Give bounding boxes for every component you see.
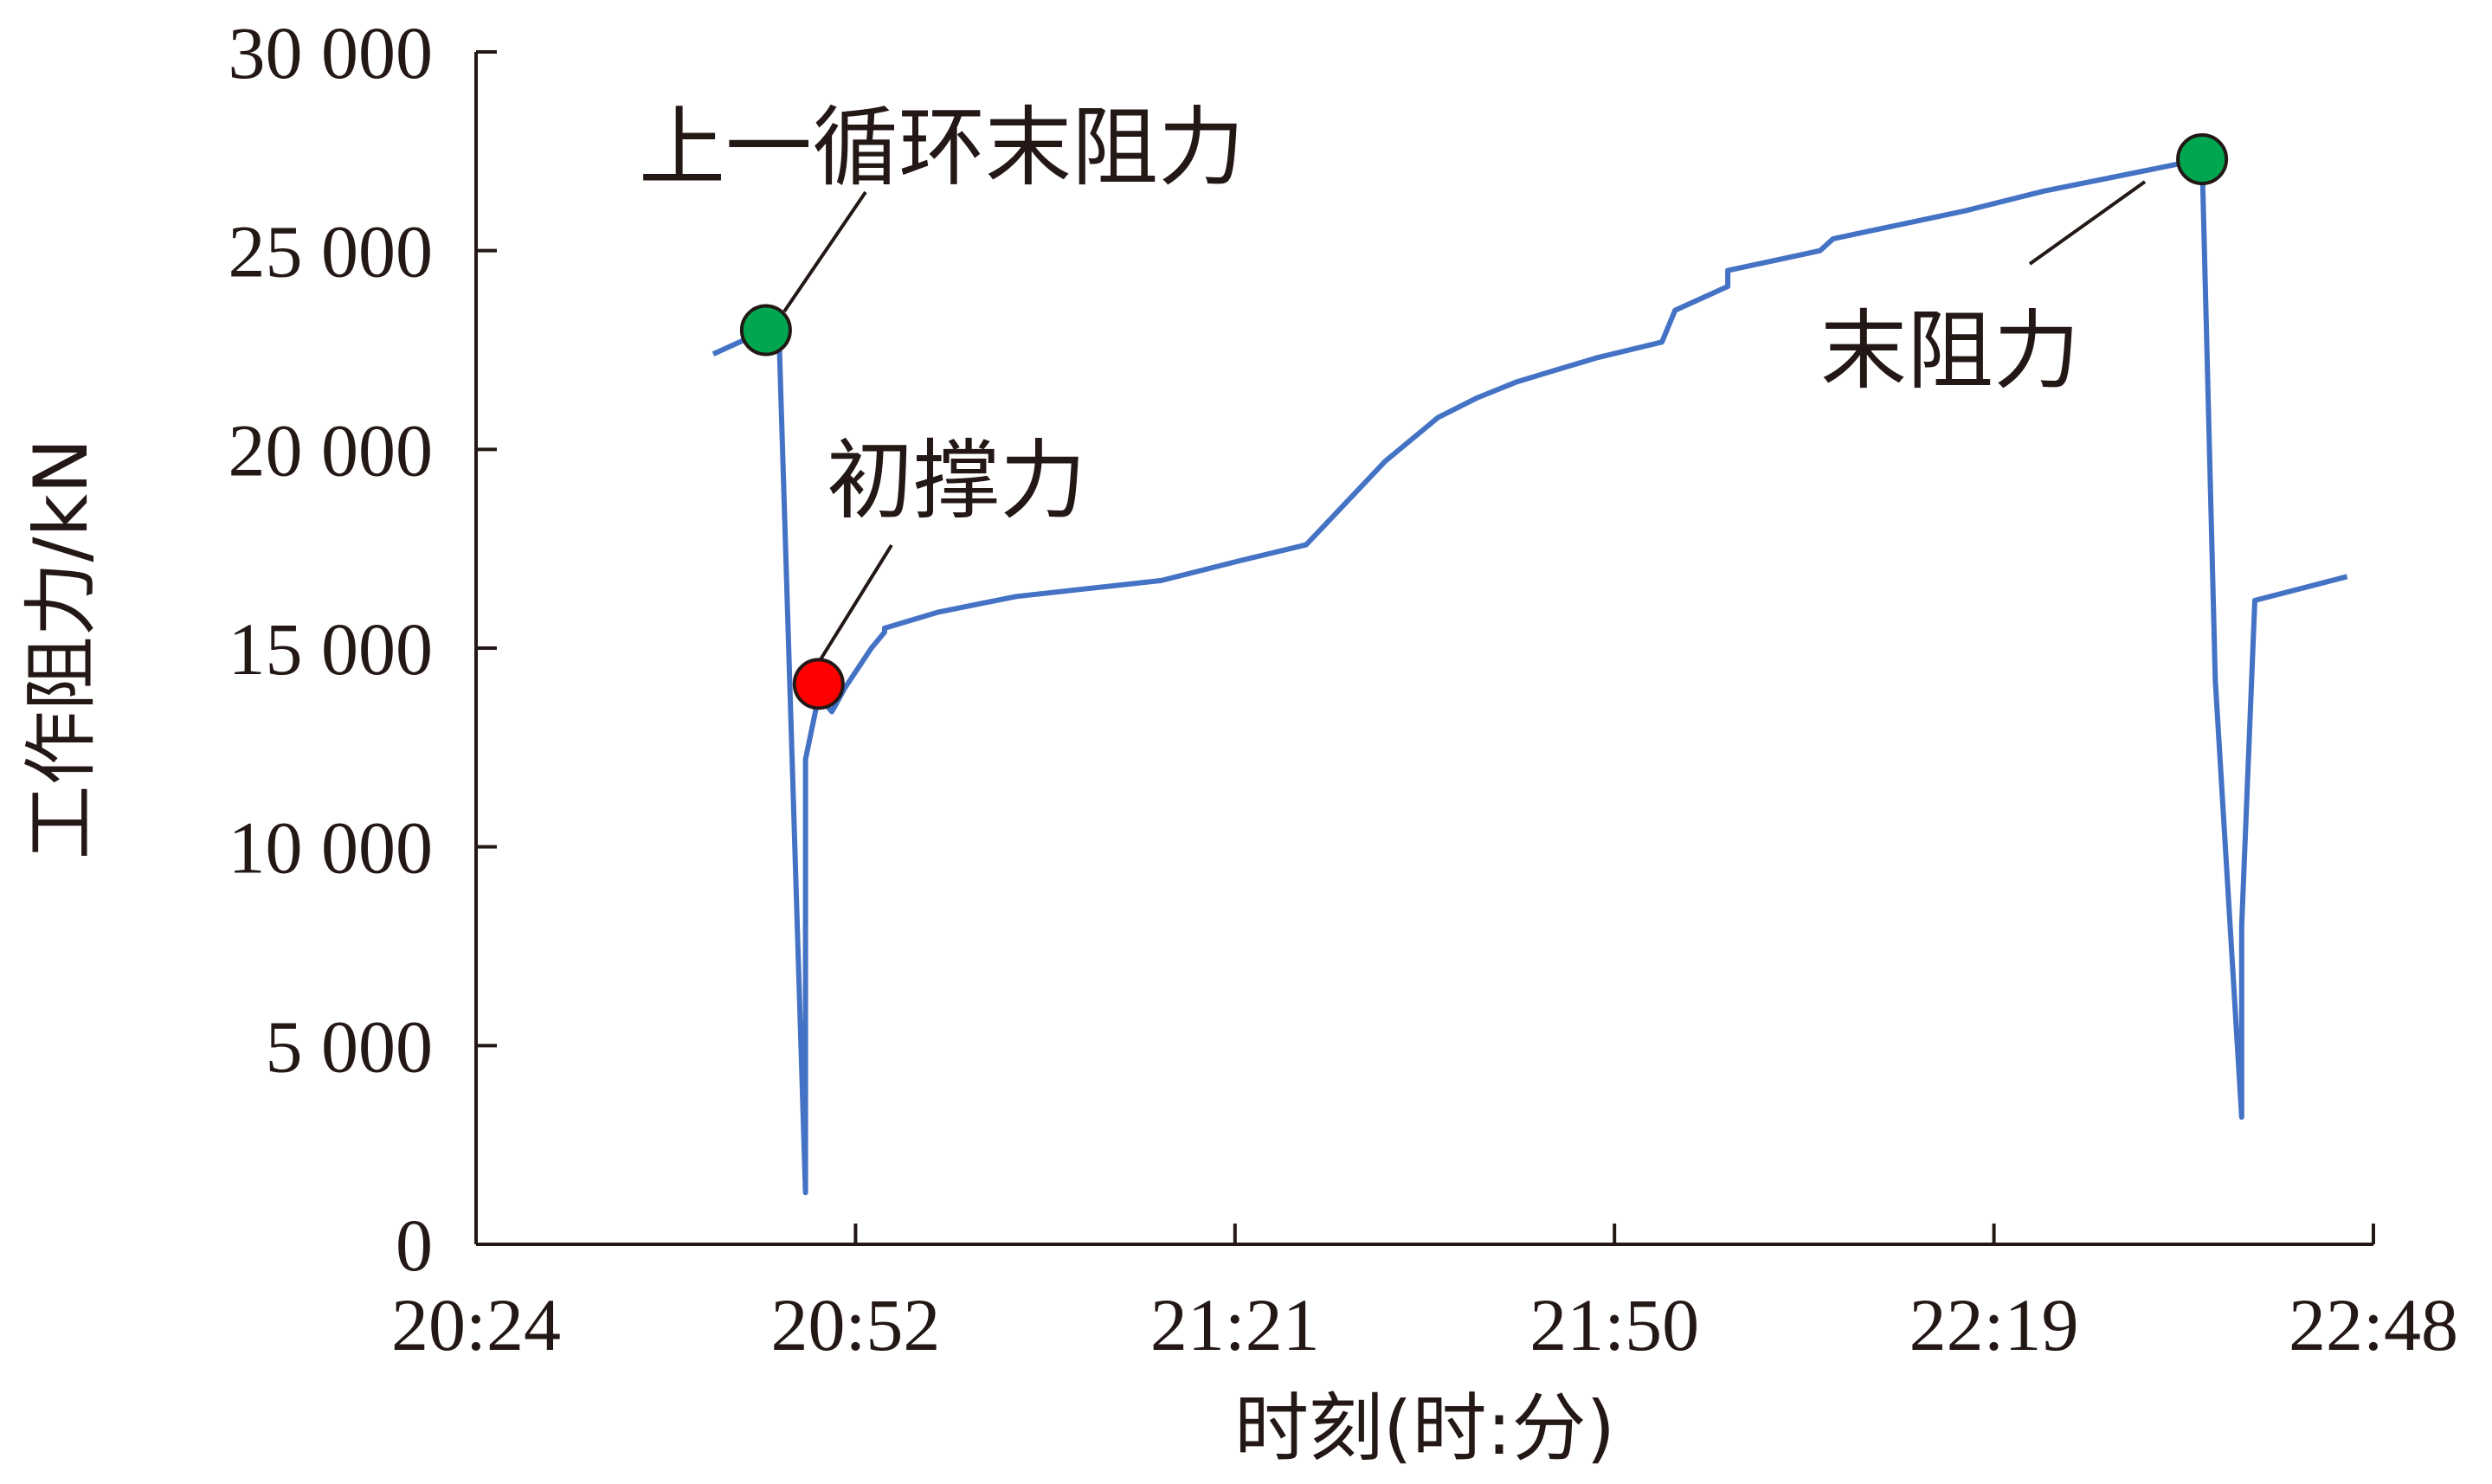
x-tick-label: 21:50: [1529, 1283, 1699, 1366]
annotation-prev-end-resistance: 上一循环末阻力: [639, 97, 1245, 198]
y-tick-label: 15 000: [229, 607, 434, 691]
marker-point-1: [792, 658, 845, 710]
annotation-leader-setting-load: [819, 543, 893, 661]
x-tick-label: 20:24: [391, 1283, 561, 1366]
annotation-leader-prev-end-resistance: [782, 190, 867, 313]
marker-point-0: [739, 304, 792, 357]
y-tick-group: 0 5 000 10 000 15 000 20 000 25 000 30 000: [229, 11, 497, 1287]
x-tick-label: 20:52: [770, 1283, 940, 1366]
y-tick-label: 0: [396, 1204, 433, 1287]
y-tick-label: 25 000: [229, 210, 434, 293]
annotation-end-resistance: 末阻力: [1820, 300, 2080, 402]
y-tick-label: 5 000: [266, 1005, 434, 1088]
x-axis-title: 时刻(时:分): [1234, 1385, 1615, 1472]
x-tick-label: 22:48: [2289, 1283, 2458, 1366]
marker-point-2: [2176, 133, 2229, 186]
marker-group: [739, 133, 2229, 710]
y-axis-title: 工作阻力/kN: [18, 438, 105, 859]
y-tick-label: 20 000: [229, 408, 434, 491]
series-line: [712, 157, 2348, 1196]
y-tick-label: 30 000: [229, 11, 434, 94]
x-tick-label: 21:21: [1150, 1283, 1320, 1366]
x-tick-group: 20:24 20:52 21:21 21:50 22:19 22:48: [391, 1224, 2458, 1366]
annotation-leader-end-resistance: [2028, 180, 2147, 266]
y-tick-label: 10 000: [229, 806, 434, 890]
annotation-setting-load: 初撑力: [827, 430, 1086, 531]
x-tick-label: 22:19: [1909, 1283, 2079, 1366]
